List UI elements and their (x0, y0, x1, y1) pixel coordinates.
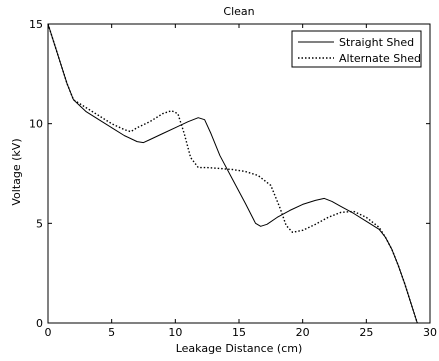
legend-label-straight-shed: Straight Shed (339, 36, 414, 49)
x-tick-label: 15 (232, 326, 246, 339)
legend-box (291, 30, 422, 68)
plot-area (47, 23, 431, 324)
legend-label-alternate-shed: Alternate Shed (339, 52, 421, 65)
x-tick-label: 30 (423, 326, 437, 339)
axis-ticks: 0 5 10 15 20 25 30 0 5 10 15 (29, 18, 437, 339)
x-tick-label: 25 (359, 326, 373, 339)
y-axis-label: Voltage (kV) (10, 138, 23, 205)
x-tick-label: 10 (168, 326, 182, 339)
y-tick-label: 5 (36, 217, 43, 230)
x-axis-label: Leakage Distance (cm) (176, 342, 303, 355)
chart-title: Clean (223, 5, 254, 18)
series-layer (47, 23, 418, 324)
series-line-straight-shed (47, 23, 418, 324)
y-tick-label: 10 (29, 118, 43, 131)
x-tick-label: 20 (296, 326, 310, 339)
series-line-alternate-shed (47, 23, 418, 324)
y-tick-label: 15 (29, 18, 43, 31)
x-tick-label: 5 (108, 326, 115, 339)
x-tick-label: 0 (45, 326, 52, 339)
legend: Straight Shed Alternate Shed (291, 30, 422, 68)
y-tick-label: 0 (36, 317, 43, 330)
